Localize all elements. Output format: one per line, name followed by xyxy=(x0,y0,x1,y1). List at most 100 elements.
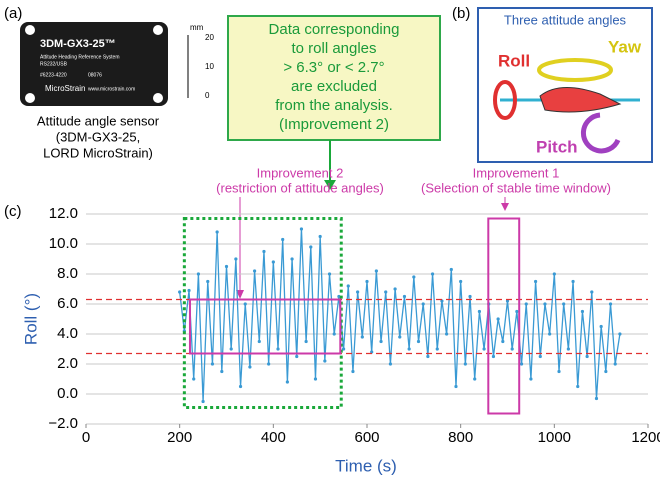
point xyxy=(482,347,486,351)
point xyxy=(510,347,514,351)
point xyxy=(187,288,191,293)
point xyxy=(580,309,585,314)
point xyxy=(393,287,397,291)
point xyxy=(341,347,346,351)
point xyxy=(384,290,388,294)
note-text: to roll angles xyxy=(291,40,376,57)
sensor-text: 08076 xyxy=(88,72,102,78)
y-axis-title: Roll (°) xyxy=(21,293,40,345)
series-line xyxy=(179,228,621,402)
yaw-arrow xyxy=(537,58,613,82)
region xyxy=(188,298,342,355)
note-text: are excluded xyxy=(291,78,377,95)
hole xyxy=(153,25,163,35)
point xyxy=(313,377,318,381)
point xyxy=(552,272,556,276)
point xyxy=(309,245,313,249)
x-axis-title: Time (s) xyxy=(335,456,397,475)
point xyxy=(421,302,425,306)
point xyxy=(276,347,280,351)
sensor-text: MicroStrain xyxy=(45,84,85,93)
pitch-arrow xyxy=(580,112,621,154)
point xyxy=(463,362,467,366)
point xyxy=(576,384,580,389)
point xyxy=(590,290,594,294)
point xyxy=(407,347,411,351)
arrow-head xyxy=(324,180,336,190)
y-tick-label: −2.0 xyxy=(48,415,78,432)
sensor-body xyxy=(20,22,168,106)
point xyxy=(430,272,435,276)
point xyxy=(388,362,393,366)
point xyxy=(220,369,224,374)
point xyxy=(440,299,444,303)
x-tick-label: 1200 xyxy=(631,429,660,446)
point xyxy=(459,279,463,284)
x-tick-label: 1000 xyxy=(538,429,571,446)
region xyxy=(487,217,521,415)
y-tick-label: 4.0 xyxy=(57,325,78,342)
annotation: Improvement 2 xyxy=(257,165,344,180)
y-tick-label: 12.0 xyxy=(49,205,78,222)
point xyxy=(449,267,453,272)
point xyxy=(412,275,416,279)
annotation: (Selection of stable time window) xyxy=(421,180,611,195)
point xyxy=(351,369,355,374)
point xyxy=(201,399,205,404)
point xyxy=(501,339,505,344)
point xyxy=(304,339,308,344)
ruler-label: 20 xyxy=(205,33,214,42)
point xyxy=(445,332,449,336)
point xyxy=(505,299,510,303)
panel-label: (a) xyxy=(4,5,22,22)
point xyxy=(599,324,603,329)
hole xyxy=(153,93,163,103)
point xyxy=(585,354,589,359)
x-tick-label: 600 xyxy=(354,429,379,446)
point xyxy=(562,302,566,306)
ruler-label: 10 xyxy=(205,62,214,71)
point xyxy=(290,257,294,261)
point xyxy=(178,290,182,294)
annotation: Improvement 1 xyxy=(473,165,560,180)
panel-label: (c) xyxy=(4,203,22,220)
ruler-unit: mm xyxy=(190,23,204,32)
y-tick-label: 2.0 xyxy=(57,355,78,372)
angle-label: Pitch xyxy=(536,137,578,156)
point xyxy=(534,279,538,284)
point xyxy=(360,335,364,339)
point xyxy=(271,260,275,264)
point xyxy=(538,354,542,359)
y-tick-label: 8.0 xyxy=(57,265,78,282)
angle-label: Yaw xyxy=(608,37,642,56)
note-text: Data corresponding xyxy=(269,21,400,38)
point xyxy=(416,339,421,344)
point xyxy=(206,279,210,284)
caption: Attitude angle sensor xyxy=(37,113,160,128)
point xyxy=(295,354,299,359)
y-tick-label: 10.0 xyxy=(49,235,78,252)
hole xyxy=(25,25,35,35)
point xyxy=(215,230,219,234)
point xyxy=(365,279,369,284)
sensor-label: 3DM-GX3-25™ Attitude Heading Reference S… xyxy=(40,38,135,93)
point xyxy=(557,369,561,374)
point xyxy=(604,369,608,374)
plot: −2.0 0.0 2.0 4.0 6.0 8.0 10.0 12.0 0 200 400 600 800… xyxy=(48,205,660,446)
point xyxy=(281,237,285,242)
point xyxy=(608,302,613,306)
panel-b-box xyxy=(477,7,653,163)
point xyxy=(234,257,238,261)
point xyxy=(192,377,196,381)
point xyxy=(238,384,243,389)
region xyxy=(182,217,343,409)
point xyxy=(257,339,261,344)
point xyxy=(337,294,341,299)
point xyxy=(529,377,533,381)
ruler: mm 20 10 0 xyxy=(187,23,214,100)
helicopter xyxy=(539,86,622,113)
point xyxy=(346,284,350,288)
point xyxy=(318,234,322,239)
x-tick-label: 200 xyxy=(167,429,192,446)
